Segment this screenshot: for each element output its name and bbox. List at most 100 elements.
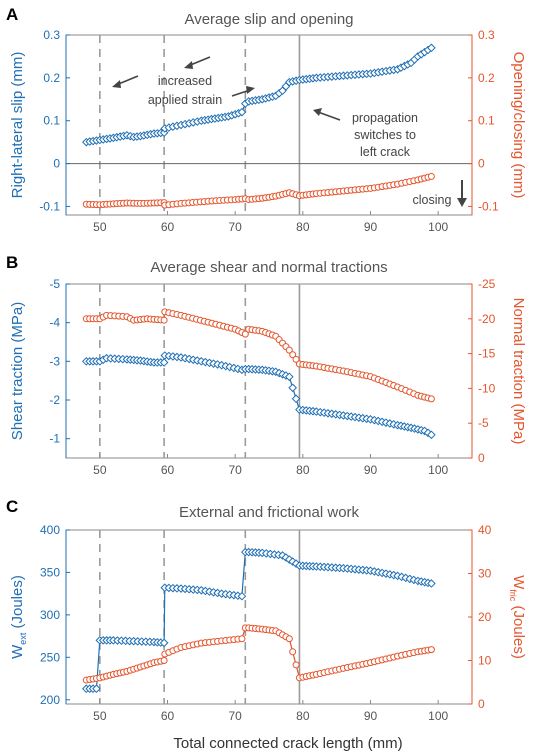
x-tick-label: 100 — [428, 709, 448, 723]
x-tick-label: 50 — [93, 463, 107, 477]
series-point — [238, 635, 246, 643]
left-tick-label: 0.1 — [43, 114, 60, 128]
x-tick-label: 50 — [93, 220, 107, 234]
annotation-arrowhead — [457, 198, 467, 207]
series-point — [289, 648, 297, 656]
series-point — [291, 394, 301, 404]
panel-label: B — [6, 253, 18, 272]
series-point — [92, 684, 101, 694]
left-tick-label: 0 — [53, 157, 60, 171]
right-tick-label: -25 — [478, 277, 496, 291]
panel-a: A Average slip and opening 50 60 70 80 90 100 -0… — [6, 5, 527, 234]
x-tick-label: 100 — [428, 220, 448, 234]
x-tick-label: 60 — [161, 463, 175, 477]
annotation-arrowhead — [184, 61, 193, 69]
panel-title: Average shear and normal tractions — [150, 259, 387, 276]
series-point — [427, 430, 436, 440]
left-tick-label: 250 — [40, 650, 60, 664]
series-point — [237, 591, 247, 601]
right-tick-label: 40 — [478, 523, 492, 537]
series-point — [159, 358, 169, 367]
panel-label: C — [6, 497, 18, 516]
series-point — [237, 107, 247, 117]
right-tick-label: 0 — [478, 157, 485, 171]
right-tick-label: -10 — [478, 381, 496, 395]
right-tick-label: 0.2 — [478, 71, 495, 85]
series-point — [292, 355, 300, 363]
x-tick-label: 50 — [93, 709, 107, 723]
annotation-text: propagation — [352, 111, 418, 125]
annotation-arrowhead — [313, 108, 322, 116]
series-point — [288, 383, 297, 393]
right-axis-label: Opening/closing (mm) — [510, 52, 527, 199]
left-tick-label: 350 — [40, 565, 60, 579]
left-tick-label: -0.1 — [39, 199, 60, 213]
right-tick-label: 10 — [478, 654, 492, 668]
left-tick-label: -5 — [49, 277, 60, 291]
right-tick-label: 0.3 — [478, 28, 495, 42]
right-axis-label: Normal traction (MPa) — [510, 298, 527, 445]
x-tick-label: 90 — [364, 463, 378, 477]
annotation-text: switches to — [354, 128, 416, 142]
series-point — [284, 372, 294, 382]
x-tick-label: 90 — [364, 709, 378, 723]
x-tick-label: 80 — [296, 463, 310, 477]
x-tick-label: 100 — [428, 463, 448, 477]
x-tick-label: 60 — [161, 220, 175, 234]
panel-b: B Average shear and normal tractions 50 60 7… — [6, 253, 527, 477]
right-tick-label: -15 — [478, 347, 496, 361]
panel-label: A — [6, 5, 18, 24]
left-tick-label: 0.2 — [43, 71, 60, 85]
right-tick-label: 30 — [478, 567, 492, 581]
right-series-line — [86, 627, 432, 681]
right-series-line — [86, 311, 432, 400]
series-point — [427, 579, 436, 588]
right-tick-label: 0 — [478, 697, 485, 711]
series-point — [427, 172, 435, 180]
annotation-arrow — [317, 111, 341, 121]
x-tick-label: 80 — [296, 709, 310, 723]
right-tick-label: -0.1 — [478, 199, 499, 213]
left-tick-label: 0.3 — [43, 28, 60, 42]
left-tick-label: -4 — [49, 316, 60, 330]
series-point — [427, 646, 435, 654]
x-tick-label: 70 — [228, 220, 242, 234]
right-tick-label: 20 — [478, 610, 492, 624]
left-axis-label: Right-lateral slip (mm) — [9, 52, 26, 199]
annotation-text: closing — [413, 193, 452, 207]
series-point — [159, 638, 169, 648]
x-tick-label: 70 — [228, 463, 242, 477]
annotation-text: applied strain — [148, 93, 222, 107]
panel-title: External and frictional work — [179, 504, 360, 521]
series-point — [427, 43, 436, 53]
series-point — [241, 330, 249, 338]
left-axis-label: Shear traction (MPa) — [9, 302, 26, 440]
series-point — [285, 346, 293, 354]
left-tick-label: -2 — [49, 393, 60, 407]
left-tick-label: -3 — [49, 354, 60, 368]
series-point — [292, 661, 300, 669]
panel-c: C External and frictional work 50 60 70 80 90 1… — [6, 497, 527, 723]
left-axis-label: Wext (Joules) — [9, 575, 28, 659]
left-tick-label: -1 — [49, 432, 60, 446]
left-tick-label: 200 — [40, 693, 60, 707]
annotation-arrowhead — [112, 80, 121, 88]
x-tick-label: 70 — [228, 709, 242, 723]
annotation-arrowhead — [246, 86, 255, 94]
right-tick-label: 0 — [478, 451, 485, 465]
x-tick-label: 60 — [161, 709, 175, 723]
right-tick-label: -20 — [478, 312, 496, 326]
annotation-text: increased — [158, 74, 212, 88]
x-axis-label: Total connected crack length (mm) — [173, 735, 402, 752]
series-point — [160, 316, 168, 324]
right-tick-label: -5 — [478, 416, 489, 430]
x-tick-label: 80 — [296, 220, 310, 234]
right-tick-label: 0.1 — [478, 114, 495, 128]
series-point — [289, 351, 297, 359]
series-point — [160, 657, 168, 664]
series-point — [159, 128, 169, 138]
left-tick-label: 300 — [40, 608, 60, 622]
x-tick-label: 90 — [364, 220, 378, 234]
right-axis-label: Wfric (Joules) — [508, 575, 527, 659]
